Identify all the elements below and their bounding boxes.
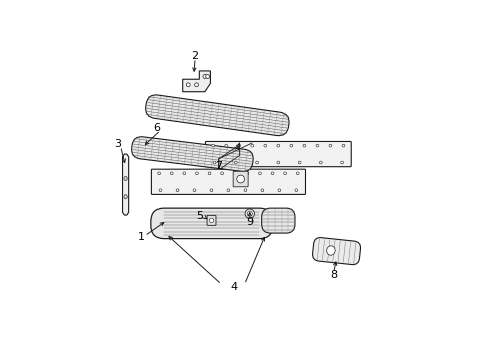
Circle shape: [276, 161, 279, 164]
Text: 7: 7: [215, 161, 222, 171]
Circle shape: [247, 211, 252, 216]
Circle shape: [283, 172, 286, 175]
Circle shape: [244, 209, 254, 219]
Circle shape: [234, 161, 237, 164]
FancyBboxPatch shape: [205, 141, 350, 167]
PathPatch shape: [145, 95, 288, 136]
Circle shape: [315, 144, 318, 147]
Circle shape: [183, 172, 185, 175]
Ellipse shape: [123, 195, 127, 199]
Circle shape: [258, 172, 261, 175]
Circle shape: [224, 144, 227, 147]
Circle shape: [277, 189, 280, 192]
PathPatch shape: [261, 208, 294, 233]
Text: 5: 5: [196, 211, 203, 221]
Circle shape: [261, 189, 263, 192]
Circle shape: [340, 161, 343, 164]
Circle shape: [250, 144, 253, 147]
Text: 3: 3: [114, 139, 122, 149]
FancyBboxPatch shape: [233, 171, 247, 187]
PathPatch shape: [131, 137, 253, 171]
Circle shape: [276, 144, 279, 147]
Circle shape: [195, 172, 198, 175]
Polygon shape: [183, 71, 210, 92]
Circle shape: [208, 172, 210, 175]
Circle shape: [205, 75, 209, 78]
Circle shape: [170, 172, 173, 175]
Circle shape: [296, 172, 299, 175]
Circle shape: [194, 83, 198, 87]
FancyBboxPatch shape: [207, 215, 216, 225]
Circle shape: [264, 144, 266, 147]
Text: 8: 8: [329, 270, 337, 280]
Circle shape: [193, 189, 196, 192]
Text: 2: 2: [191, 51, 198, 61]
Circle shape: [237, 144, 240, 147]
Circle shape: [159, 189, 162, 192]
Circle shape: [176, 189, 179, 192]
Circle shape: [342, 144, 344, 147]
Circle shape: [270, 172, 273, 175]
PathPatch shape: [312, 238, 360, 265]
Circle shape: [236, 175, 244, 183]
Text: 4: 4: [230, 282, 237, 292]
Circle shape: [294, 189, 297, 192]
Circle shape: [245, 172, 248, 175]
Ellipse shape: [326, 246, 334, 255]
Circle shape: [203, 75, 206, 78]
Circle shape: [303, 144, 305, 147]
FancyBboxPatch shape: [151, 169, 305, 194]
Circle shape: [158, 172, 160, 175]
Text: 9: 9: [246, 217, 253, 227]
Text: 1: 1: [137, 232, 144, 242]
Circle shape: [210, 189, 212, 192]
Circle shape: [244, 189, 246, 192]
Circle shape: [255, 161, 258, 164]
Circle shape: [211, 144, 214, 147]
Circle shape: [209, 218, 213, 222]
Circle shape: [289, 144, 292, 147]
Circle shape: [186, 83, 190, 87]
Circle shape: [220, 172, 223, 175]
Text: 6: 6: [153, 123, 160, 133]
Ellipse shape: [123, 176, 127, 181]
Circle shape: [226, 189, 229, 192]
Circle shape: [319, 161, 322, 164]
Circle shape: [328, 144, 331, 147]
PathPatch shape: [150, 208, 272, 239]
Polygon shape: [122, 154, 128, 215]
Circle shape: [298, 161, 300, 164]
Circle shape: [213, 161, 216, 164]
Circle shape: [233, 172, 236, 175]
